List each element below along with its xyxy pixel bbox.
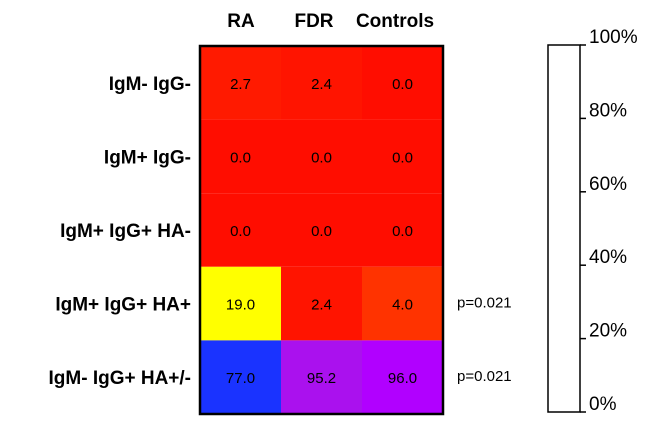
- heatmap-cells: 2.7 2.4 0.0 0.0 0.0 0.0 0.0 0.0 0.0 19.0 2.4 4.0 77.…: [198, 44, 445, 416]
- cell-value-label: 95.2: [307, 370, 336, 387]
- colorbar-tick-label: 0%: [589, 394, 617, 415]
- cell-value-label: 2.4: [311, 297, 332, 314]
- heatmap-cell: [362, 46, 443, 120]
- column-header-ra: RA: [227, 11, 255, 32]
- colorbar-tick-label: 100%: [589, 27, 638, 48]
- heatmap-cell: [200, 46, 281, 120]
- cell-value-label: 77.0: [226, 370, 255, 387]
- colorbar-tick-label: 20%: [589, 321, 627, 342]
- cell-value-label: 0.0: [392, 223, 413, 240]
- heatmap-cell: [362, 340, 443, 414]
- heatmap-cell: [200, 266, 281, 341]
- colorbar-tick-label: 80%: [589, 100, 627, 121]
- cell-value-label: 96.0: [388, 370, 417, 387]
- row-label: IgM- IgG+ HA+/-: [49, 368, 192, 389]
- colorbar-tick-label: 60%: [589, 174, 627, 195]
- row-label: IgM+ IgG+ HA+: [55, 295, 191, 316]
- row-labels: IgM- IgG- IgM+ IgG- IgM+ IgG+ HA- IgM+ IgG+…: [49, 74, 192, 389]
- colorbar-tick-label: 40%: [589, 247, 627, 268]
- cell-value-label: 0.0: [311, 149, 332, 166]
- p-value-annotation: p=0.021: [457, 295, 512, 312]
- heatmap-cell: [281, 46, 362, 120]
- row-label: IgM+ IgG+ HA-: [60, 221, 191, 242]
- cell-value-label: 2.7: [230, 76, 251, 93]
- colorbar: 0% 20% 40% 60% 80% 100%: [547, 27, 638, 415]
- heatmap-cell: [362, 266, 443, 341]
- heatmap-cell: [362, 119, 443, 194]
- heatmap-cell: [362, 193, 443, 267]
- heatmap-cell: [281, 340, 362, 414]
- heatmap-cell: [281, 119, 362, 194]
- row-label: IgM- IgG-: [109, 74, 191, 95]
- heatmap-cell: [200, 193, 281, 267]
- colorbar-box: [547, 44, 581, 413]
- column-headers: RA FDR Controls: [227, 11, 434, 32]
- column-header-controls: Controls: [356, 11, 434, 32]
- cell-value-label: 4.0: [392, 297, 413, 314]
- cell-value-label: 0.0: [392, 149, 413, 166]
- cell-value-label: 0.0: [311, 223, 332, 240]
- heatmap-cell: [200, 340, 281, 414]
- heatmap-cell: [200, 119, 281, 194]
- column-header-fdr: FDR: [294, 11, 333, 32]
- cell-value-label: 0.0: [392, 76, 413, 93]
- cell-value-label: 0.0: [230, 149, 251, 166]
- heatmap-cell: [281, 193, 362, 267]
- heatmap-cell: [281, 266, 362, 341]
- heatmap-border: [198, 44, 445, 416]
- cell-value-label: 19.0: [226, 297, 255, 314]
- cell-value-label: 2.4: [311, 76, 332, 93]
- row-label: IgM+ IgG-: [104, 147, 191, 168]
- cell-value-label: 0.0: [230, 223, 251, 240]
- row-annotations: p=0.021 p=0.021: [457, 295, 512, 386]
- p-value-annotation: p=0.021: [457, 368, 512, 385]
